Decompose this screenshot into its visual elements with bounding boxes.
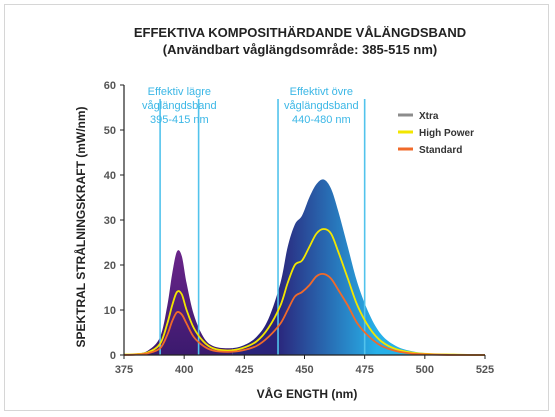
x-tick-label-375: 375 (115, 364, 133, 376)
y-tick-label-0: 0 (110, 350, 116, 362)
band-label-1-line-2: våglängdsband (142, 100, 217, 112)
band-label-2-line-2: våglängdsband (284, 100, 359, 112)
x-tick-label-425: 425 (235, 364, 253, 376)
upper-band-fill (232, 179, 485, 355)
y-tick-label-50: 50 (104, 125, 116, 137)
y-tick-label-30: 30 (104, 215, 116, 227)
legend: Xtra High Power Standard (398, 111, 474, 156)
band-label-1-line-1: Effektiv lägre (148, 86, 211, 98)
y-tick-label-20: 20 (104, 260, 116, 272)
series-line-standard (123, 273, 485, 356)
x-tick-label-525: 525 (476, 364, 494, 376)
x-axis-title: VÅG ENGTH (nm) (257, 386, 358, 401)
chart-title: EFFEKTIVA KOMPOSITHÄRDANDE VÅLÄNGDSBAND (134, 25, 466, 40)
y-tick-label-10: 10 (104, 305, 116, 317)
x-tick-label-475: 475 (355, 364, 373, 376)
legend-label-high-power: High Power (419, 128, 474, 139)
x-tick-label-450: 450 (295, 364, 313, 376)
legend-label-xtra: Xtra (419, 111, 439, 122)
band-label-2-line-3: 440-480 nm (292, 114, 351, 126)
x-tick-label-500: 500 (416, 364, 434, 376)
series-line-high-power (123, 228, 486, 356)
band-label-1-line-3: 395-415 nm (150, 114, 209, 126)
legend-label-standard: Standard (419, 145, 462, 156)
plot-area: Effektiv lägre våglängdsband 395-415 nm Eff… (104, 80, 494, 376)
lower-band-fill (124, 250, 233, 355)
chart-subtitle: (Användbart våglängdsområde: 385-515 nm) (163, 42, 438, 57)
y-tick-label-40: 40 (104, 170, 116, 182)
y-tick-label-60: 60 (104, 80, 116, 92)
spectral-chart: EFFEKTIVA KOMPOSITHÄRDANDE VÅLÄNGDSBAND … (73, 25, 494, 401)
band-label-2-line-1: Effektivt övre (290, 86, 353, 98)
chart-frame: EFFEKTIVA KOMPOSITHÄRDANDE VÅLÄNGDSBAND … (4, 4, 549, 411)
x-tick-label-400: 400 (175, 364, 193, 376)
y-axis-title: SPEKTRAL STRÅLNINGSKRAFT (mW/nm) (73, 106, 88, 347)
